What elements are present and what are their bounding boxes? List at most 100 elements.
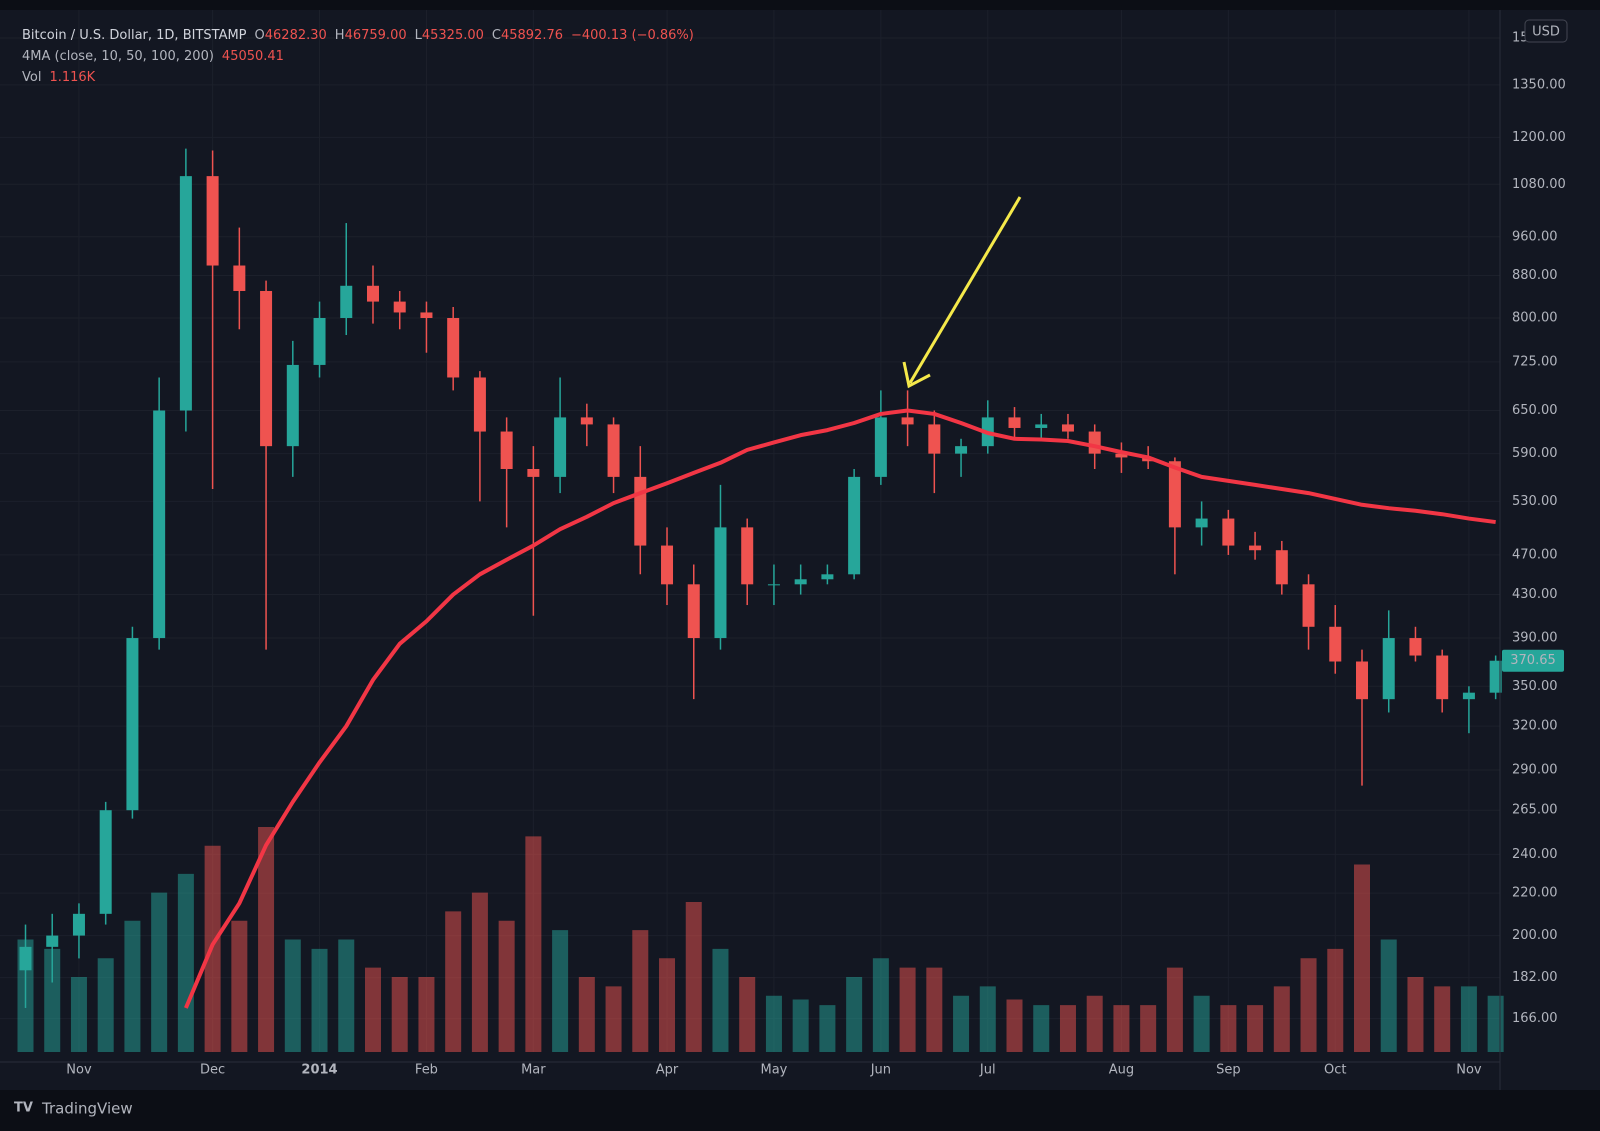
candle-body <box>901 417 914 425</box>
open-value: 46282.30 <box>265 28 327 43</box>
candle-body <box>206 176 219 266</box>
candle-body <box>661 545 674 585</box>
candle-body <box>473 377 486 432</box>
x-tick-label: Jul <box>979 1063 996 1078</box>
y-tick-label: 800.00 <box>1512 310 1558 325</box>
candle-body <box>1409 638 1422 656</box>
volume-bar <box>1434 986 1451 1052</box>
candle-body <box>313 317 326 365</box>
candle-body <box>46 935 59 947</box>
currency-label: USD <box>1532 25 1560 40</box>
volume-bar <box>1273 986 1290 1052</box>
open-label: O <box>255 28 265 43</box>
y-tick-label: 182.00 <box>1512 970 1558 985</box>
volume-bar <box>1140 1005 1157 1052</box>
vol-name: Vol <box>22 70 41 85</box>
volume-bar <box>177 873 194 1052</box>
x-tick-label: Nov <box>66 1063 92 1078</box>
x-tick-label: May <box>760 1063 787 1078</box>
candle-body <box>1329 626 1342 662</box>
y-tick-label: 590.00 <box>1512 446 1558 461</box>
brand-name[interactable]: TradingView <box>41 1100 133 1118</box>
candle-body <box>848 476 861 575</box>
volume-bar <box>1059 1005 1076 1052</box>
volume-bar <box>284 939 301 1052</box>
volume-bar <box>311 948 328 1052</box>
brand-logo: TV <box>14 1101 33 1116</box>
volume-bar <box>685 902 702 1052</box>
x-tick-label: Nov <box>1456 1063 1482 1078</box>
ma-value: 45050.41 <box>222 49 284 64</box>
candle-body <box>741 527 754 585</box>
volume-bar <box>70 977 87 1052</box>
high-value: 46759.00 <box>345 28 407 43</box>
volume-bar <box>498 920 515 1052</box>
volume-bar <box>445 911 462 1052</box>
volume-bar <box>1166 967 1183 1052</box>
low-value: 45325.00 <box>422 28 484 43</box>
volume-bar <box>258 827 275 1052</box>
candle-body <box>527 469 540 477</box>
axis-layer: 166.00 182.00 200.00 220.00 240.00 265.00 290.… <box>66 30 1565 1077</box>
close-label: C <box>492 28 501 43</box>
candle-body <box>1035 424 1048 428</box>
x-tick-label: 2014 <box>301 1063 337 1078</box>
y-tick-label: 390.00 <box>1512 631 1558 646</box>
y-tick-label: 530.00 <box>1512 494 1558 509</box>
candle-body <box>1088 431 1101 454</box>
y-tick-label: 650.00 <box>1512 403 1558 418</box>
low-label: L <box>415 28 423 43</box>
annotation-arrowhead <box>902 361 931 389</box>
vol-value: 1.116K <box>49 70 95 85</box>
last-price-box <box>1502 649 1564 672</box>
candle-body <box>260 290 273 447</box>
volume-bar <box>605 986 622 1052</box>
y-tick-label: 1080.00 <box>1512 177 1566 192</box>
candle-body <box>286 364 299 447</box>
volume-bar <box>926 967 943 1052</box>
candle-body <box>1462 692 1475 700</box>
volume-bar <box>1086 995 1103 1052</box>
volume-bar <box>712 948 729 1052</box>
volume-bar <box>124 920 141 1052</box>
currency-button[interactable] <box>1524 19 1568 43</box>
volume-bar <box>525 836 542 1052</box>
y-tick-label: 1200.00 <box>1512 130 1566 145</box>
candle-body <box>233 265 246 291</box>
volume-bar <box>44 948 61 1052</box>
volume-layer <box>17 827 1504 1052</box>
volume-bar <box>1380 939 1397 1052</box>
candle-body <box>1356 661 1368 700</box>
volume-bar <box>739 977 756 1052</box>
volume-bar <box>231 920 248 1052</box>
volume-bar <box>872 958 889 1052</box>
y-tick-label: 265.00 <box>1512 803 1558 818</box>
ma-legend[interactable]: 4MA (close, 10, 50, 100, 200) 45050.41 <box>22 49 284 64</box>
volume-bar <box>471 892 488 1052</box>
volume-bar <box>418 977 435 1052</box>
volume-bar <box>632 930 649 1052</box>
x-tick-label: Dec <box>200 1063 225 1078</box>
volume-bar <box>792 999 809 1052</box>
ma-name: 4MA (close, 10, 50, 100, 200) <box>22 49 214 64</box>
candle-body <box>99 810 112 914</box>
y-tick-label: 220.00 <box>1512 886 1558 901</box>
candle-body <box>1489 660 1502 693</box>
candle-body <box>1222 518 1235 546</box>
x-tick-label: Feb <box>415 1063 438 1078</box>
candle-body <box>955 446 968 454</box>
candle-body <box>821 574 834 580</box>
y-tick-label: 880.00 <box>1512 268 1558 283</box>
volume-bar <box>953 995 970 1052</box>
volume-bar <box>1487 995 1504 1052</box>
volume-bar <box>1006 999 1023 1052</box>
candle-body <box>554 417 567 477</box>
candle-body <box>874 417 887 477</box>
candle-body <box>607 424 620 477</box>
vol-legend[interactable]: Vol 1.116K <box>22 70 96 85</box>
x-tick-label: Mar <box>521 1063 546 1078</box>
y-tick-label: 240.00 <box>1512 847 1558 862</box>
candle-body <box>580 417 593 425</box>
volume-bar <box>979 986 996 1052</box>
volume-bar <box>819 1005 836 1052</box>
